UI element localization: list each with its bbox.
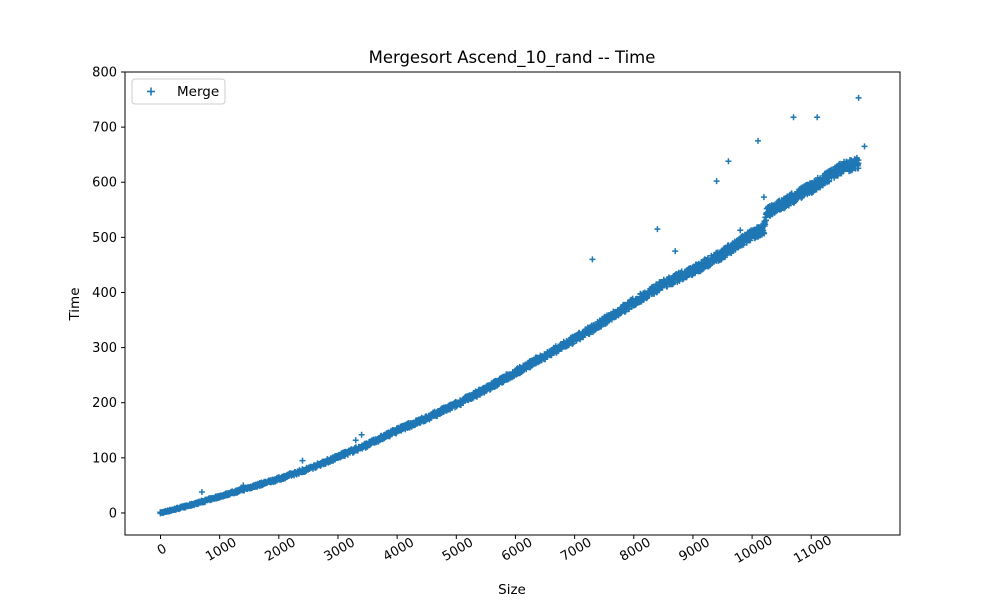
x-tick-label: 0 [155, 541, 170, 558]
data-point-outlier [198, 489, 205, 495]
x-axis-ticks: 0 1000 2000 3000 4000 5000 6000 7000 8000 9000 100… [155, 533, 835, 567]
legend: Merge [131, 78, 226, 105]
x-tick-label: 5000 [440, 535, 476, 565]
y-tick-label: 800 [92, 66, 117, 81]
plot-frame [124, 71, 901, 536]
x-tick-label: 3000 [322, 535, 358, 565]
data-point-outlier [589, 256, 596, 263]
x-tick-label: 6000 [499, 535, 535, 565]
y-tick-label: 300 [92, 341, 117, 356]
data-point-outlier [790, 114, 797, 121]
y-tick-label: 200 [92, 396, 117, 411]
data-point-outlier [299, 457, 306, 464]
x-tick-label: 1000 [203, 535, 239, 565]
data-point-outlier [755, 137, 761, 144]
x-tick-label: 2000 [262, 535, 298, 565]
legend-label-merge: Merge [177, 84, 219, 100]
chart-title: Mergesort Ascend_10_rand -- Time [369, 48, 656, 68]
plot-area [157, 94, 868, 517]
x-tick-label: 10000 [732, 533, 775, 567]
legend-box [131, 78, 226, 105]
data-point-outlier [861, 143, 868, 150]
data-point-outlier [654, 226, 661, 233]
data-point [826, 178, 833, 185]
data-point-outlier [672, 248, 679, 255]
data-point-outlier [760, 194, 767, 201]
data-point-outlier [814, 114, 821, 121]
data-point [761, 230, 768, 237]
x-tick-label: 11000 [791, 533, 834, 567]
data-point [763, 217, 769, 224]
y-tick-label: 700 [92, 121, 117, 136]
x-tick-label: 7000 [558, 535, 594, 565]
y-tick-label: 500 [92, 231, 117, 246]
x-axis-label: Size [498, 582, 526, 598]
y-tick-label: 0 [109, 506, 117, 521]
data-point-outlier [737, 227, 744, 234]
x-tick-label: 8000 [617, 535, 653, 565]
y-tick-label: 600 [92, 176, 117, 191]
data-point [747, 237, 754, 244]
y-tick-label: 400 [92, 286, 117, 301]
data-point-outlier [855, 94, 862, 101]
y-axis-ticks: 0 100 200 300 400 500 600 700 800 [92, 66, 125, 521]
y-axis-label: Time [67, 287, 83, 321]
data-point-outlier [352, 437, 359, 444]
legend-marker [147, 87, 155, 96]
data-point-outlier [725, 158, 732, 165]
data-point-outlier [713, 178, 720, 185]
x-tick-label: 9000 [677, 535, 713, 565]
data-point-outlier [240, 482, 247, 489]
y-tick-label: 100 [92, 451, 117, 466]
data-point-outlier [358, 431, 365, 438]
data-point [855, 165, 862, 172]
x-tick-label: 4000 [381, 535, 417, 565]
